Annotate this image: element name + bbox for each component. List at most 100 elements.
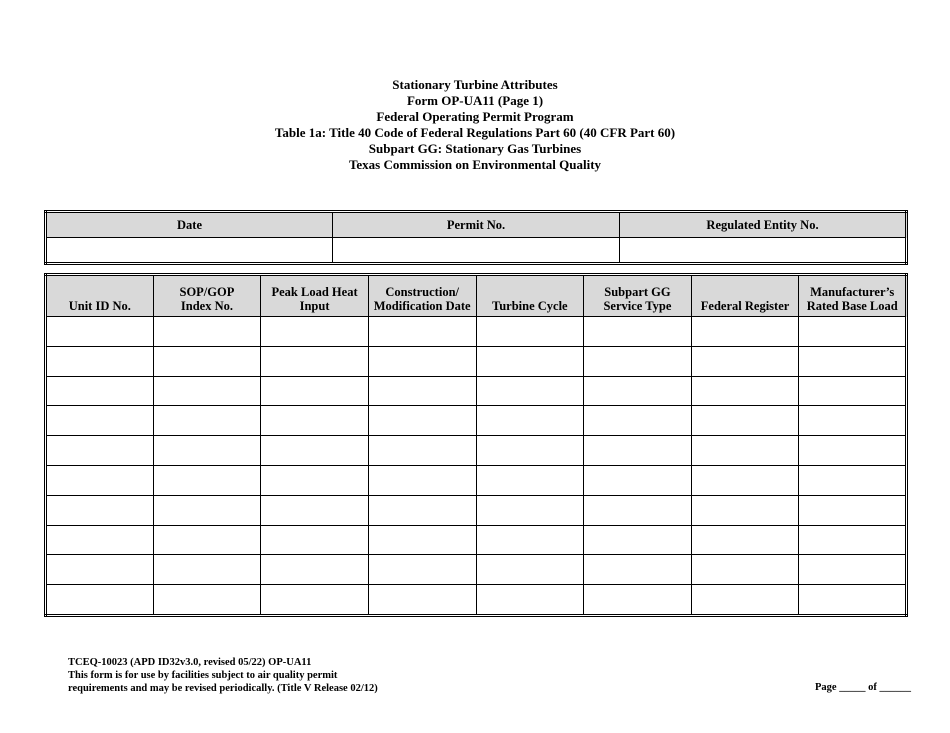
table-cell[interactable] [152, 375, 262, 407]
table-cell[interactable] [475, 345, 585, 377]
header-permit-no: Permit No. [332, 211, 620, 238]
table-cell[interactable] [260, 316, 369, 347]
table-cell[interactable] [690, 554, 800, 586]
table-cell[interactable] [260, 435, 369, 466]
permit-no-field[interactable] [332, 237, 620, 264]
table-cell[interactable] [367, 494, 477, 526]
column-header-line: SOP/GOP [179, 285, 235, 299]
table-cell[interactable] [260, 584, 369, 616]
table-cell[interactable] [690, 345, 800, 377]
table-cell[interactable] [690, 524, 800, 556]
column-header-line: Subpart GG [604, 285, 671, 299]
table-cell[interactable] [583, 494, 692, 526]
table-cell[interactable] [260, 554, 369, 586]
table-cell[interactable] [152, 524, 262, 556]
table-cell[interactable] [475, 494, 585, 526]
table-cell[interactable] [45, 554, 154, 586]
date-field[interactable] [45, 237, 333, 264]
table-cell[interactable] [152, 405, 262, 437]
table-cell[interactable] [367, 464, 477, 496]
table-cell[interactable] [260, 375, 369, 407]
table-cell[interactable] [798, 464, 907, 496]
table-cell[interactable] [152, 584, 262, 616]
table-cell[interactable] [475, 316, 585, 347]
title-line: Subpart GG: Stationary Gas Turbines [368, 141, 582, 156]
table-cell[interactable] [152, 345, 262, 377]
footer-line: requirements and may be revised periodic… [68, 683, 378, 694]
title-line: Federal Operating Permit Program [376, 109, 574, 124]
table-cell[interactable] [475, 464, 585, 496]
table-cell[interactable] [690, 316, 800, 347]
table-cell[interactable] [583, 345, 692, 377]
regulated-entity-no-field[interactable] [619, 237, 907, 264]
table-cell[interactable] [152, 464, 262, 496]
column-header-line: Manufacturer’s [810, 285, 895, 299]
table-cell[interactable] [367, 584, 477, 616]
column-header: Construction/Modification Date [367, 274, 477, 317]
table-cell[interactable] [260, 345, 369, 377]
table-cell[interactable] [475, 375, 585, 407]
table-cell[interactable] [583, 524, 692, 556]
table-cell[interactable] [583, 554, 692, 586]
table-row [45, 435, 907, 466]
table-cell[interactable] [367, 524, 477, 556]
table-cell[interactable] [583, 464, 692, 496]
table-cell[interactable] [45, 584, 154, 616]
table-cell[interactable] [45, 464, 154, 496]
table-cell[interactable] [475, 435, 585, 466]
table-cell[interactable] [260, 464, 369, 496]
column-header-line: Modification Date [373, 299, 471, 313]
table-cell[interactable] [45, 316, 154, 347]
table-cell[interactable] [367, 435, 477, 466]
column-header-line: Turbine Cycle [492, 299, 568, 313]
table-cell[interactable] [260, 405, 369, 437]
table-cell[interactable] [367, 316, 477, 347]
table-cell[interactable] [690, 435, 800, 466]
table-row [45, 494, 907, 526]
table-cell[interactable] [475, 554, 585, 586]
title-line: Texas Commission on Environmental Qualit… [348, 157, 602, 172]
table-cell[interactable] [45, 494, 154, 526]
table-cell[interactable] [45, 405, 154, 437]
table-cell[interactable] [475, 524, 585, 556]
table-cell[interactable] [690, 584, 800, 616]
table-cell[interactable] [798, 494, 907, 526]
table-cell[interactable] [798, 524, 907, 556]
table-cell[interactable] [475, 584, 585, 616]
table-cell[interactable] [798, 405, 907, 437]
table-cell[interactable] [798, 316, 907, 347]
column-header: Subpart GG Service Type [583, 274, 692, 317]
table-cell[interactable] [583, 584, 692, 616]
table-cell[interactable] [690, 494, 800, 526]
table-cell[interactable] [152, 435, 262, 466]
table-cell[interactable] [260, 494, 369, 526]
table-cell[interactable] [475, 405, 585, 437]
table-cell[interactable] [690, 405, 800, 437]
table-cell[interactable] [152, 494, 262, 526]
table-cell[interactable] [798, 435, 907, 466]
footer-line: This form is for use by facilities subje… [68, 670, 338, 681]
table-cell[interactable] [367, 554, 477, 586]
table-cell[interactable] [583, 435, 692, 466]
table-cell[interactable] [798, 584, 907, 616]
table-cell[interactable] [45, 345, 154, 377]
table-cell[interactable] [798, 554, 907, 586]
table-cell[interactable] [583, 405, 692, 437]
table-cell[interactable] [152, 316, 262, 347]
table-cell[interactable] [367, 405, 477, 437]
table-cell[interactable] [45, 435, 154, 466]
table-cell[interactable] [798, 345, 907, 377]
table-cell[interactable] [690, 375, 800, 407]
table-cell[interactable] [583, 316, 692, 347]
table-cell[interactable] [583, 375, 692, 407]
table-row [45, 464, 907, 496]
column-header: SOP/GOP Index No. [152, 274, 262, 317]
table-cell[interactable] [798, 375, 907, 407]
table-cell[interactable] [367, 375, 477, 407]
table-cell[interactable] [45, 375, 154, 407]
table-cell[interactable] [45, 524, 154, 556]
table-cell[interactable] [152, 554, 262, 586]
table-cell[interactable] [260, 524, 369, 556]
table-cell[interactable] [367, 345, 477, 377]
table-cell[interactable] [690, 464, 800, 496]
